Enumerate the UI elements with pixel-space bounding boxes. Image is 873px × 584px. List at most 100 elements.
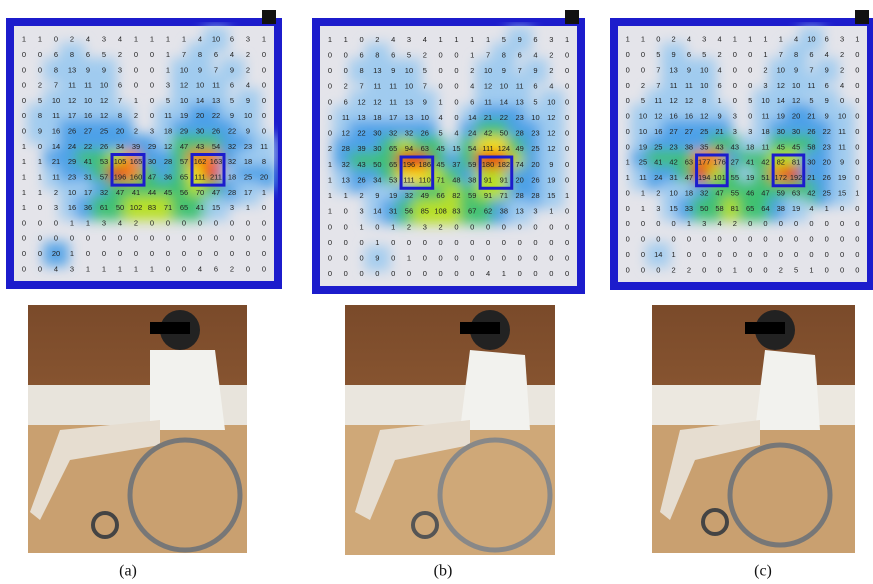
cell-value: 13 bbox=[515, 207, 523, 216]
cell-value: 27 bbox=[84, 127, 92, 136]
cell-value: 54 bbox=[468, 144, 476, 153]
cell-value: 1 bbox=[375, 238, 379, 247]
cell-value: 196 bbox=[403, 160, 416, 169]
cell-value: 9 bbox=[717, 112, 721, 121]
cell-value: 4 bbox=[717, 35, 721, 44]
cell-value: 3 bbox=[166, 81, 170, 90]
cell-value: 1 bbox=[246, 203, 250, 212]
cell-value: 30 bbox=[373, 144, 381, 153]
cell-value: 3 bbox=[549, 35, 553, 44]
cell-value: 13 bbox=[669, 65, 677, 74]
cell-value: 0 bbox=[423, 238, 427, 247]
cell-value: 0 bbox=[533, 238, 537, 247]
cell-value: 1 bbox=[38, 157, 42, 166]
cell-value: 49 bbox=[421, 191, 429, 200]
cell-value: 38 bbox=[468, 175, 476, 184]
cell-value: 0 bbox=[246, 234, 250, 243]
cell-value: 0 bbox=[38, 50, 42, 59]
cell-value: 12 bbox=[100, 111, 108, 120]
cell-value: 42 bbox=[484, 129, 492, 138]
cell-value: 13 bbox=[373, 66, 381, 75]
cell-value: 0 bbox=[502, 222, 506, 231]
cell-value: 0 bbox=[262, 50, 266, 59]
cell-value: 182 bbox=[498, 160, 511, 169]
cell-value: 0 bbox=[470, 254, 474, 263]
cell-value: 0 bbox=[486, 238, 490, 247]
cell-value: 0 bbox=[182, 264, 186, 273]
cell-value: 2 bbox=[134, 111, 138, 120]
cell-value: 32 bbox=[389, 129, 397, 138]
cell-value: 0 bbox=[825, 250, 829, 259]
cell-value: 12 bbox=[357, 97, 365, 106]
figure: 1102434111141063100686520017864200081399… bbox=[0, 0, 873, 584]
cell-value: 2 bbox=[375, 35, 379, 44]
heat-layer bbox=[317, 27, 579, 286]
cell-value: 0 bbox=[182, 249, 186, 258]
cell-value: 0 bbox=[38, 65, 42, 74]
cell-value: 9 bbox=[825, 112, 829, 121]
cell-value: 23 bbox=[669, 142, 677, 151]
cell-value: 1 bbox=[328, 191, 332, 200]
cell-value: 5 bbox=[702, 50, 706, 59]
cell-value: 0 bbox=[702, 265, 706, 274]
cell-value: 4 bbox=[230, 50, 234, 59]
cell-value: 1 bbox=[565, 191, 569, 200]
cell-value: 22 bbox=[212, 111, 220, 120]
cell-value: 0 bbox=[626, 204, 630, 213]
pressure-map: 1102434111141063100596520017864200071391… bbox=[614, 10, 871, 286]
cell-value: 0 bbox=[262, 234, 266, 243]
cell-value: 36 bbox=[84, 203, 92, 212]
cell-value: 41 bbox=[132, 188, 140, 197]
cell-value: 0 bbox=[641, 250, 645, 259]
cell-value: 71 bbox=[164, 203, 172, 212]
cell-value: 3 bbox=[407, 35, 411, 44]
cell-value: 47 bbox=[685, 173, 693, 182]
cell-value: 3 bbox=[102, 35, 106, 44]
cell-value: 8 bbox=[702, 96, 706, 105]
cell-value: 17 bbox=[68, 111, 76, 120]
cell-value: 0 bbox=[840, 250, 844, 259]
cell-value: 1 bbox=[102, 264, 106, 273]
cell-value: 16 bbox=[52, 127, 60, 136]
cell-value: 2 bbox=[687, 265, 691, 274]
cell-value: 1 bbox=[502, 269, 506, 278]
cell-value: 65 bbox=[389, 160, 397, 169]
cell-value: 50 bbox=[500, 129, 508, 138]
cell-value: 5 bbox=[407, 50, 411, 59]
cell-value: 0 bbox=[641, 65, 645, 74]
cell-value: 0 bbox=[855, 50, 859, 59]
cell-value: 59 bbox=[777, 188, 785, 197]
photo-c bbox=[652, 305, 855, 553]
cell-value: 3 bbox=[656, 204, 660, 213]
cell-value: 0 bbox=[656, 265, 660, 274]
cell-value: 0 bbox=[22, 96, 26, 105]
cell-value: 0 bbox=[855, 81, 859, 90]
cell-value: 38 bbox=[685, 142, 693, 151]
cell-value: 0 bbox=[518, 269, 522, 278]
cell-value: 1 bbox=[641, 204, 645, 213]
cell-value: 25 bbox=[639, 158, 647, 167]
cell-value: 1 bbox=[166, 35, 170, 44]
cell-value: 0 bbox=[565, 113, 569, 122]
cell-value: 12 bbox=[685, 96, 693, 105]
cell-value: 0 bbox=[54, 35, 58, 44]
cell-value: 0 bbox=[626, 81, 630, 90]
cell-value: 0 bbox=[626, 188, 630, 197]
cell-value: 5 bbox=[533, 97, 537, 106]
cell-value: 25 bbox=[700, 127, 708, 136]
cell-value: 91 bbox=[484, 175, 492, 184]
cell-value: 180 bbox=[482, 160, 495, 169]
cell-value: 0 bbox=[198, 218, 202, 227]
cell-value: 0 bbox=[439, 269, 443, 278]
cell-value: 50 bbox=[700, 204, 708, 213]
cell-value: 3 bbox=[763, 81, 767, 90]
cell-value: 7 bbox=[486, 50, 490, 59]
cell-value: 41 bbox=[84, 157, 92, 166]
photo-a bbox=[28, 305, 247, 553]
cell-value: 0 bbox=[54, 218, 58, 227]
cell-value: 4 bbox=[840, 81, 844, 90]
cell-value: 2 bbox=[439, 222, 443, 231]
cell-value: 21 bbox=[484, 113, 492, 122]
cell-value: 0 bbox=[809, 235, 813, 244]
